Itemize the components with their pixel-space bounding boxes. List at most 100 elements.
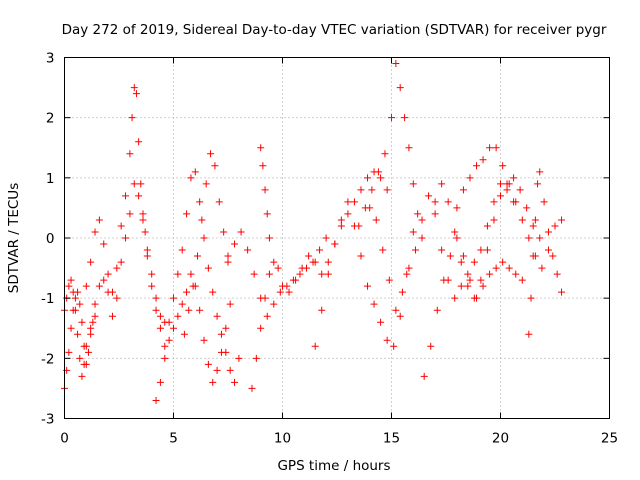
data-point — [398, 288, 406, 296]
y-tick-label: -2 — [41, 351, 54, 367]
data-point — [152, 306, 160, 314]
data-point — [104, 270, 112, 278]
data-point — [374, 168, 382, 176]
data-point — [527, 294, 535, 302]
data-point — [185, 306, 193, 314]
data-point — [137, 180, 145, 188]
data-point — [226, 300, 234, 308]
data-point — [217, 330, 225, 338]
series-track-12 — [355, 60, 426, 242]
data-point — [457, 258, 465, 266]
data-point — [396, 84, 404, 92]
data-point — [152, 294, 160, 302]
data-point — [128, 114, 136, 122]
data-point — [69, 288, 77, 296]
series-track-3 — [82, 84, 164, 320]
data-point — [113, 264, 121, 272]
series-track-8 — [224, 228, 330, 320]
data-point — [518, 276, 526, 284]
data-point — [512, 198, 520, 206]
data-point — [324, 258, 332, 266]
data-point — [87, 258, 95, 266]
data-point — [385, 276, 393, 284]
data-point — [91, 312, 99, 320]
data-point — [324, 270, 332, 278]
data-point — [344, 210, 352, 218]
data-point — [377, 174, 385, 182]
data-point — [135, 192, 143, 200]
data-point — [477, 246, 485, 254]
data-point — [536, 168, 544, 176]
data-point — [126, 210, 134, 218]
data-point — [311, 342, 319, 350]
x-tick-label: 20 — [492, 431, 509, 447]
data-point — [89, 318, 97, 326]
data-point — [100, 240, 108, 248]
data-point — [67, 276, 75, 284]
data-point — [252, 354, 260, 362]
data-point — [74, 330, 82, 338]
data-point — [431, 198, 439, 206]
data-point — [261, 186, 269, 194]
data-point — [209, 378, 217, 386]
data-point — [490, 198, 498, 206]
data-point — [383, 186, 391, 194]
data-point — [459, 252, 467, 260]
data-point — [440, 276, 448, 284]
data-point — [126, 150, 134, 158]
data-point — [130, 180, 138, 188]
data-point — [139, 210, 147, 218]
data-point — [189, 282, 197, 290]
data-point — [165, 336, 173, 344]
x-axis-label: GPS time / hours — [277, 458, 390, 474]
data-point — [78, 372, 86, 380]
data-point — [170, 324, 177, 332]
data-point — [296, 270, 304, 278]
x-tick-label: 0 — [60, 431, 69, 447]
data-point — [263, 210, 271, 218]
data-point — [425, 192, 433, 200]
data-point — [235, 354, 243, 362]
data-point — [100, 276, 108, 284]
data-point — [355, 222, 363, 230]
data-point — [200, 336, 208, 344]
data-point — [553, 270, 561, 278]
data-point — [392, 306, 400, 314]
data-point — [220, 228, 228, 236]
series-track-13 — [366, 180, 518, 314]
data-point — [388, 114, 395, 122]
data-point — [558, 288, 566, 296]
data-point — [420, 372, 428, 380]
data-point — [427, 342, 435, 350]
x-tick-labels: 0 5 10 15 20 25 — [60, 431, 618, 447]
data-point — [104, 288, 112, 296]
y-tick-labels: -3 -2 -1 0 1 2 3 — [41, 51, 54, 428]
data-point — [226, 366, 234, 374]
data-point — [366, 204, 374, 212]
data-point — [196, 306, 204, 314]
data-point — [183, 210, 191, 218]
data-point — [497, 180, 504, 188]
series-track-7 — [180, 150, 232, 338]
data-point — [486, 270, 494, 278]
data-point — [459, 186, 467, 194]
x-tick-label: 25 — [601, 431, 618, 447]
data-point — [464, 282, 472, 290]
data-point — [193, 252, 201, 260]
data-point — [213, 366, 221, 374]
data-point — [383, 336, 391, 344]
data-point — [209, 288, 217, 296]
data-point — [87, 324, 95, 332]
y-tick-label: -1 — [41, 291, 54, 307]
data-point — [370, 300, 378, 308]
data-point — [540, 198, 548, 206]
data-point — [207, 150, 215, 158]
data-point — [414, 210, 422, 218]
data-point — [411, 246, 419, 254]
data-point — [466, 174, 474, 182]
data-point — [274, 264, 282, 272]
data-point — [148, 270, 156, 278]
data-point — [364, 282, 372, 290]
data-point — [473, 162, 481, 170]
data-point — [87, 330, 95, 338]
